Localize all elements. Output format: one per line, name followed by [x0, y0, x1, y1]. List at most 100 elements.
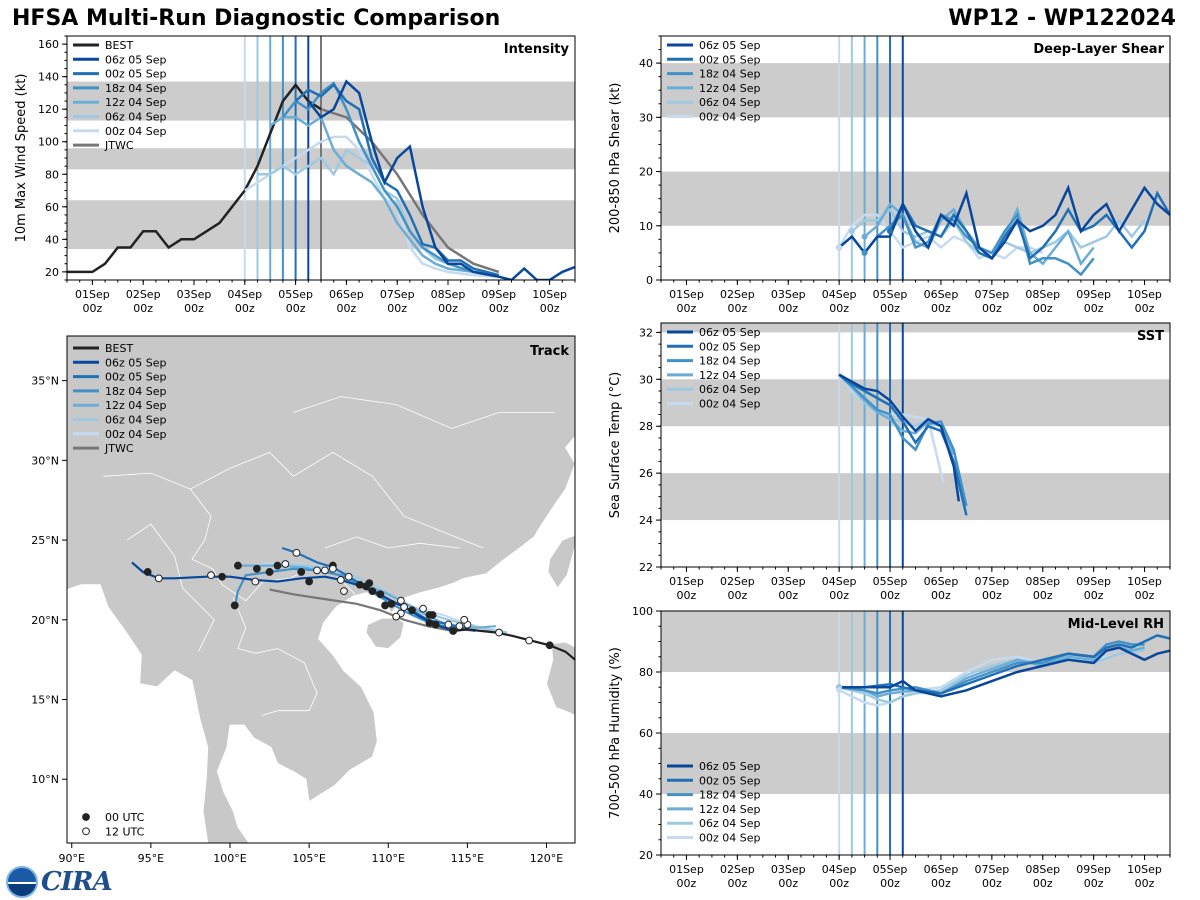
- shear-xtick-day: 07Sep: [974, 288, 1009, 301]
- shear-start-marker: [836, 244, 843, 251]
- shear-title: Deep-Layer Shear: [1033, 42, 1164, 57]
- shear-legend-label: 06z 04 Sep: [699, 96, 761, 109]
- track-ytick-label: 35°N: [31, 375, 59, 388]
- track-frame: [66, 335, 576, 844]
- shear-start-marker: [887, 228, 894, 235]
- intensity-ytick-label: 60: [45, 201, 59, 214]
- track-ytick-label: 20°N: [31, 614, 59, 627]
- intensity-ytick-label: 80: [45, 168, 59, 181]
- sst-title: SST: [1137, 329, 1164, 344]
- rh-ytick-label: 40: [639, 788, 653, 801]
- shear-ytick-label: 40: [639, 57, 653, 70]
- sst-band-1: [661, 379, 1170, 427]
- track-xtick-label: 115°E: [451, 852, 484, 865]
- best-track-marker: [545, 641, 554, 650]
- intensity-xtick-day: 10Sep: [532, 288, 567, 301]
- sst-legend-label: 06z 04 Sep: [699, 383, 761, 396]
- intensity-series-06z-05-sep: [307, 79, 575, 280]
- shear-ylabel: 200-850 hPa Shear (kt): [608, 83, 623, 234]
- sst-xtick-day: 01Sep: [669, 575, 704, 588]
- shear-ytick-label: 20: [639, 166, 653, 179]
- rh-ylabel: 700-500 hPa Humidity (%): [608, 647, 623, 819]
- track-map-area: [67, 336, 575, 843]
- shear-legend-label: 12z 04 Sep: [699, 82, 761, 95]
- rh-xtick-hour: 00z: [677, 877, 697, 890]
- storm-id-title: WP12 - WP122024: [948, 6, 1176, 31]
- intensity-legend-label: 06z 05 Sep: [105, 53, 167, 66]
- rh-xtick-hour: 00z: [829, 877, 849, 890]
- track-xtick-label: 95°E: [138, 852, 164, 865]
- sst-xtick-hour: 00z: [677, 589, 697, 602]
- track-position-marker: [321, 566, 329, 575]
- intensity-legend-label: 00z 05 Sep: [105, 68, 167, 81]
- sst-ytick-label: 30: [639, 373, 653, 386]
- track-legend-label: 06z 04 Sep: [105, 414, 167, 427]
- shear-legend-label: 00z 05 Sep: [699, 53, 761, 66]
- track-position-marker: [292, 548, 301, 557]
- intensity-xtick-hour: 00z: [438, 302, 458, 315]
- sst-legend-label: 00z 05 Sep: [699, 340, 761, 353]
- intensity-series-18z-04-sep: [281, 81, 500, 278]
- track-position-marker: [297, 568, 306, 576]
- intensity-xtick-hour: 00z: [489, 302, 509, 315]
- sst-xtick-day: 02Sep: [720, 575, 755, 588]
- sst-xtick-day: 03Sep: [771, 575, 806, 588]
- sst-band-2: [661, 323, 1170, 333]
- rh-legend-label: 06z 05 Sep: [699, 760, 761, 773]
- intensity-legend-label: 18z 04 Sep: [105, 82, 167, 95]
- track-position-marker: [444, 620, 453, 629]
- sst-xtick-day: 07Sep: [974, 575, 1009, 588]
- rh-legend-label: 18z 04 Sep: [699, 789, 761, 802]
- track-position-marker: [234, 561, 242, 570]
- sst-panel: 22242628303201Sep00z02Sep00z03Sep00z04Se…: [608, 322, 1171, 602]
- track-position-marker: [355, 580, 364, 589]
- rh-xtick-day: 02Sep: [720, 863, 755, 876]
- shear-ytick-label: 30: [639, 111, 653, 124]
- shear-start-marker: [861, 249, 868, 256]
- shear-ytick-label: 0: [646, 274, 653, 287]
- sst-legend-label: 18z 04 Sep: [699, 355, 761, 368]
- rh-xtick-day: 06Sep: [924, 863, 959, 876]
- rh-ytick-label: 100: [632, 605, 653, 618]
- track-position-marker: [154, 574, 163, 583]
- luzon-island: [546, 641, 575, 716]
- track-position-marker: [143, 568, 152, 576]
- shear-ytick-label: 10: [639, 220, 653, 233]
- shear-xtick-day: 10Sep: [1127, 288, 1162, 301]
- track-legend-label: 12z 04 Sep: [105, 399, 167, 412]
- intensity-xtick-day: 01Sep: [75, 288, 110, 301]
- sst-xtick-day: 06Sep: [924, 575, 959, 588]
- taiwan-island: [547, 534, 575, 589]
- sst-series-18z-04-sep: [838, 373, 968, 507]
- track-position-marker: [400, 603, 408, 611]
- intensity-legend-label: 06z 04 Sep: [105, 111, 167, 124]
- sst-ylabel: Sea Surface Temp (°C): [608, 372, 623, 519]
- shear-xtick-day: 08Sep: [1025, 288, 1060, 301]
- track-position-marker: [218, 572, 226, 581]
- shear-legend-label: 06z 05 Sep: [699, 39, 761, 52]
- rh-xtick-hour: 00z: [1033, 877, 1053, 890]
- sst-ytick-label: 28: [639, 420, 653, 433]
- track-ytick-label: 10°N: [31, 773, 59, 786]
- intensity-legend-label: 12z 04 Sep: [105, 96, 167, 109]
- rh-xtick-hour: 00z: [880, 877, 900, 890]
- intensity-xtick-day: 08Sep: [431, 288, 466, 301]
- track-legend-label: 00z 04 Sep: [105, 428, 167, 441]
- best-track-marker: [525, 636, 534, 645]
- rh-ytick-label: 80: [639, 666, 653, 679]
- noaa-logo-icon: [6, 866, 38, 898]
- track-ytick-label: 25°N: [31, 534, 59, 547]
- track-position-marker: [431, 620, 440, 629]
- border-line-5: [324, 536, 460, 549]
- rh-ytick-label: 20: [639, 849, 653, 862]
- logo: CIRA: [6, 866, 113, 898]
- rh-ytick-label: 60: [639, 727, 653, 740]
- sst-band-0: [661, 473, 1170, 521]
- sst-xtick-day: 08Sep: [1025, 575, 1060, 588]
- page-title: HFSA Multi-Run Diagnostic Comparison: [12, 6, 501, 31]
- shear-series-00z-05-sep: [888, 190, 1170, 261]
- rh-xtick-day: 05Sep: [873, 863, 908, 876]
- track-position-marker: [253, 564, 261, 573]
- track-position-marker: [495, 628, 503, 637]
- sst-xtick-hour: 00z: [982, 589, 1002, 602]
